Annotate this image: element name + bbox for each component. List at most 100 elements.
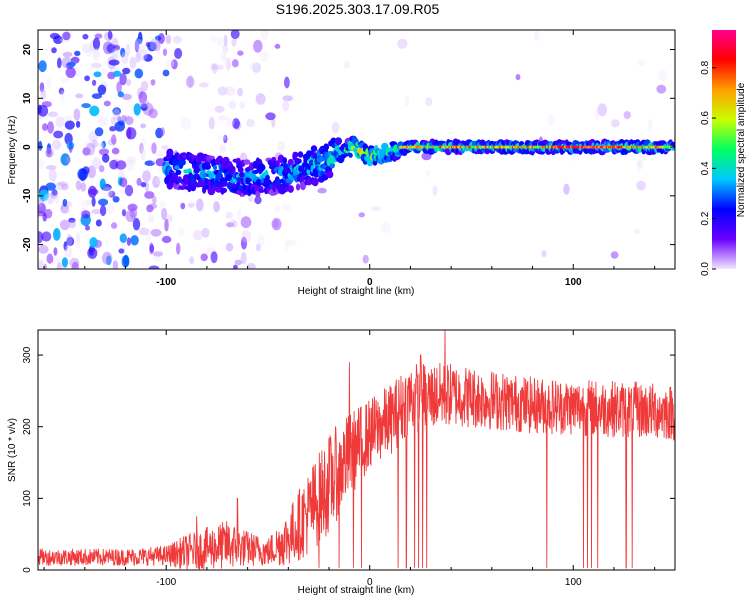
spectrogram-cell — [51, 189, 58, 196]
spectrogram-cell — [217, 135, 227, 141]
snr-y-tick-label: 200 — [22, 418, 33, 435]
spectrogram-cell — [310, 145, 318, 153]
spectrogram-cell — [126, 237, 131, 246]
spectrogram-cell — [129, 207, 138, 219]
spectrogram-x-tick-label: 100 — [565, 277, 582, 288]
spectrogram-cell — [658, 69, 667, 82]
spectrogram-cell — [323, 143, 330, 151]
spectrogram-cell — [265, 112, 276, 121]
spectrogram-cell — [240, 252, 247, 265]
spectrogram-cell — [237, 50, 244, 56]
spectrogram-cell — [58, 87, 65, 95]
spectrogram-cell — [57, 57, 62, 69]
spectrogram-cell — [176, 242, 181, 255]
spectrogram-cell — [89, 237, 98, 248]
spectrogram-cell — [214, 105, 225, 113]
spectrogram-cell — [178, 158, 186, 166]
spectrogram-cell — [230, 219, 236, 227]
spectrogram-cell — [122, 93, 132, 101]
spectrogram-cell — [150, 228, 162, 237]
spectrogram-cell — [271, 217, 282, 231]
spectrogram-cell — [84, 141, 95, 149]
spectrogram-cell — [217, 86, 228, 96]
spectrogram-cell — [187, 202, 195, 208]
spectrogram-cell — [284, 76, 290, 89]
spectrogram-cell — [166, 181, 174, 190]
spectrogram-cell — [148, 265, 160, 269]
spectrogram-cell — [165, 34, 172, 44]
spectrogram-cell — [188, 75, 193, 88]
spectrogram-y-tick-label: -10 — [22, 188, 33, 203]
spectrogram-cell — [42, 123, 48, 131]
spectrogram-cell — [109, 159, 119, 170]
spectrogram-cell — [55, 182, 66, 191]
spectrogram-cell — [80, 200, 91, 207]
spectrogram-cell — [111, 134, 117, 145]
spectrogram-cell — [636, 180, 646, 191]
spectrogram-cell — [210, 251, 218, 264]
spectrogram-cell — [189, 256, 195, 265]
spectrogram-cell — [136, 36, 143, 44]
spectrogram-cell — [91, 93, 102, 99]
spectrogram-cell — [98, 148, 110, 156]
spectrogram-cell — [295, 183, 301, 191]
spectrogram-cell — [146, 204, 154, 213]
spectrogram-cell — [569, 152, 581, 161]
spectrogram-cell — [110, 116, 116, 125]
spectrogram-cell — [152, 255, 162, 262]
colorbar-tick-label: 0.4 — [700, 161, 711, 175]
spectrogram-cell — [249, 62, 260, 71]
spectrogram-cell — [149, 38, 160, 51]
spectrogram-cell — [149, 242, 154, 255]
spectrogram-cell — [99, 165, 105, 173]
spectrogram-cell — [271, 117, 276, 128]
spectrogram-cell — [44, 208, 53, 219]
spectrogram-cell — [126, 155, 137, 165]
spectrogram-cell — [106, 255, 112, 266]
spectrogram-cell — [240, 236, 248, 250]
spectrogram-cell — [140, 181, 147, 188]
spectrogram-cell — [623, 111, 631, 120]
spectrogram-cell — [397, 38, 408, 49]
spectrogram-cell — [234, 259, 242, 266]
spectrogram-cell — [144, 160, 155, 166]
spectrogram-cell — [348, 152, 353, 158]
spectrogram-cell — [258, 188, 265, 193]
spectrogram-cell — [213, 164, 218, 171]
spectrogram-cell — [286, 239, 297, 247]
spectrogram-cell — [38, 245, 49, 254]
spectrogram-cell — [331, 121, 340, 134]
snr-series-line — [38, 330, 675, 570]
spectrogram-cell — [73, 108, 81, 121]
spectrogram-cell — [68, 217, 76, 223]
spectrogram-cell — [123, 254, 130, 267]
spectrogram-cell — [362, 254, 369, 264]
spectrogram-cell — [171, 59, 178, 70]
spectrogram-cell — [224, 86, 236, 96]
spectrogram-cell — [281, 203, 291, 211]
snr-x-tick-label: 0 — [367, 577, 373, 588]
spectrogram-cell — [45, 148, 53, 158]
spectrogram-cell — [148, 108, 158, 119]
spectrogram-cell — [147, 214, 155, 224]
spectrogram-cell — [112, 196, 120, 203]
spectrogram-cell — [534, 30, 540, 42]
spectrogram-cell — [634, 228, 641, 235]
spectrogram-cell — [87, 247, 98, 259]
snr-x-tick-label: 100 — [565, 577, 582, 588]
spectrogram-cell — [335, 138, 342, 145]
colorbar-tick-label: 0.0 — [700, 262, 711, 276]
spectrogram-cell — [265, 175, 270, 180]
spectrogram-cell — [81, 103, 91, 109]
spectrogram-cell — [51, 140, 62, 150]
spectrogram-cell — [60, 77, 70, 83]
spectrogram-cell — [38, 140, 43, 151]
spectrogram-cell — [158, 33, 165, 44]
spectrogram-cell — [284, 240, 289, 252]
spectrogram-cell — [43, 193, 52, 206]
spectrogram-cell — [102, 186, 113, 198]
spectrogram-cell — [225, 211, 233, 219]
spectrogram-cell — [65, 67, 76, 78]
spectrogram-cell — [161, 235, 172, 244]
spectrogram-cell — [231, 59, 239, 68]
